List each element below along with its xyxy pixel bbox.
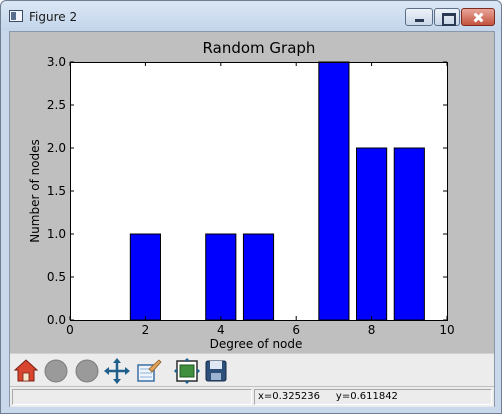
app-icon — [9, 10, 23, 22]
bar-degree-5 — [242, 233, 275, 321]
status-bar: x=0.325236 y=0.611842 — [10, 387, 494, 407]
navigation-toolbar — [10, 353, 494, 386]
bars-group — [129, 61, 425, 321]
home-icon — [13, 359, 39, 382]
x-tick-label: 4 — [217, 323, 225, 337]
bar-degree-7 — [318, 61, 350, 321]
home-button[interactable] — [12, 357, 40, 385]
bar-chart: 0 2 4 6 8 10 0.0 0.5 1.0 1.5 2.0 2.5 3.0 Random Gra… — [28, 39, 455, 351]
y-axis-label: Number of nodes — [28, 139, 42, 243]
status-message — [12, 389, 252, 405]
forward-icon — [75, 359, 99, 383]
chart-title: Random Graph — [203, 39, 316, 57]
configure-subplots-button[interactable] — [173, 357, 201, 385]
y-tick-label: 0.0 — [47, 313, 66, 327]
zoom-button[interactable] — [134, 357, 162, 385]
figure-canvas[interactable]: 0 2 4 6 8 10 0.0 0.5 1.0 1.5 2.0 2.5 3.0 Random Gra… — [10, 32, 494, 352]
x-tick-label: 0 — [66, 323, 74, 337]
zoom-icon — [137, 359, 162, 382]
figure-client-area: 0 2 4 6 8 10 0.0 0.5 1.0 1.5 2.0 2.5 3.0 Random Gra… — [9, 31, 495, 407]
y-ticks: 0.0 0.5 1.0 1.5 2.0 2.5 3.0 — [47, 55, 447, 327]
x-ticks: 0 2 4 6 8 10 — [66, 62, 455, 337]
subplots-icon — [174, 358, 200, 384]
bar-degree-8 — [356, 147, 388, 321]
x-tick-label: 8 — [368, 323, 376, 337]
pan-button[interactable] — [103, 357, 131, 385]
save-button[interactable] — [202, 357, 230, 385]
y-tick-label: 1.0 — [47, 227, 66, 241]
pan-icon — [104, 358, 130, 384]
window-title: Figure 2 — [29, 10, 78, 24]
minimize-button[interactable] — [405, 8, 433, 26]
bar-degree-2 — [129, 233, 161, 321]
maximize-button[interactable] — [434, 8, 460, 26]
x-tick-label: 2 — [142, 323, 150, 337]
forward-button[interactable] — [73, 357, 101, 385]
cursor-coordinates: x=0.325236 y=0.611842 — [254, 389, 492, 405]
title-bar[interactable]: Figure 2 — [1, 1, 501, 31]
y-tick-label: 3.0 — [47, 55, 66, 69]
y-tick-label: 0.5 — [47, 270, 66, 284]
save-icon — [205, 360, 227, 382]
bar-degree-9 — [393, 147, 425, 321]
y-tick-label: 2.0 — [47, 141, 66, 155]
close-button[interactable] — [461, 8, 495, 26]
y-tick-label: 2.5 — [47, 98, 66, 112]
back-icon — [44, 359, 68, 383]
bar-degree-4 — [205, 233, 237, 321]
y-tick-label: 1.5 — [47, 184, 66, 198]
x-tick-label: 10 — [439, 323, 454, 337]
x-axis-label: Degree of node — [210, 337, 303, 351]
back-button[interactable] — [42, 357, 70, 385]
x-tick-label: 6 — [292, 323, 300, 337]
